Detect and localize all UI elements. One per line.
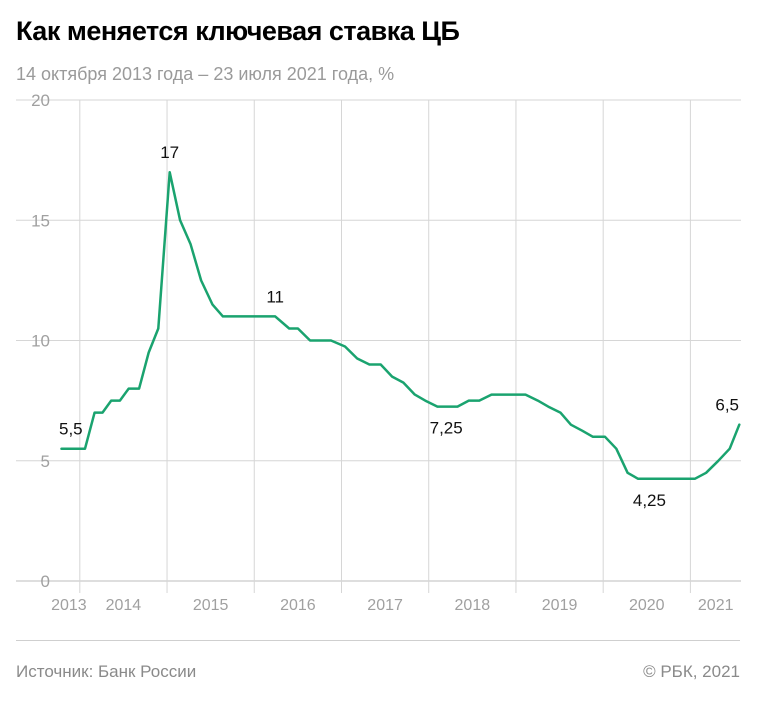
y-tick-label: 0 bbox=[41, 572, 50, 591]
x-tick-label: 2018 bbox=[455, 597, 491, 614]
data-label: 6,5 bbox=[715, 396, 739, 415]
y-tick-label: 20 bbox=[31, 91, 50, 110]
x-tick-label: 2017 bbox=[367, 597, 403, 614]
key-rate-chart: 0 5 10 15 20 2013 2014 2015 2016 2017 2018 2019 2020… bbox=[16, 91, 741, 614]
data-label: 4,25 bbox=[633, 491, 666, 510]
y-tick-label: 15 bbox=[31, 211, 50, 230]
x-tick-label: 2015 bbox=[193, 597, 229, 614]
y-tick-label: 5 bbox=[41, 452, 50, 471]
rate-line bbox=[60, 170, 741, 481]
data-label: 5,5 bbox=[59, 420, 83, 439]
x-tick-label: 2014 bbox=[106, 597, 142, 614]
x-tick-label: 2020 bbox=[629, 597, 665, 614]
copyright-note: © РБК, 2021 bbox=[643, 662, 740, 681]
x-tick-label: 2019 bbox=[542, 597, 578, 614]
data-label: 7,25 bbox=[430, 419, 463, 438]
x-tick-label: 2013 bbox=[51, 597, 87, 614]
y-tick-label: 10 bbox=[31, 332, 50, 351]
data-label: 17 bbox=[160, 143, 179, 162]
source-note: Источник: Банк России bbox=[16, 662, 197, 681]
x-tick-label: 2021 bbox=[698, 597, 734, 614]
x-tick-label: 2016 bbox=[280, 597, 316, 614]
chart-subtitle: 14 октября 2013 года – 23 июля 2021 года… bbox=[16, 64, 395, 84]
data-label: 11 bbox=[266, 287, 284, 306]
chart-title: Как меняется ключевая ставка ЦБ bbox=[16, 16, 460, 46]
footer-divider bbox=[16, 640, 740, 641]
